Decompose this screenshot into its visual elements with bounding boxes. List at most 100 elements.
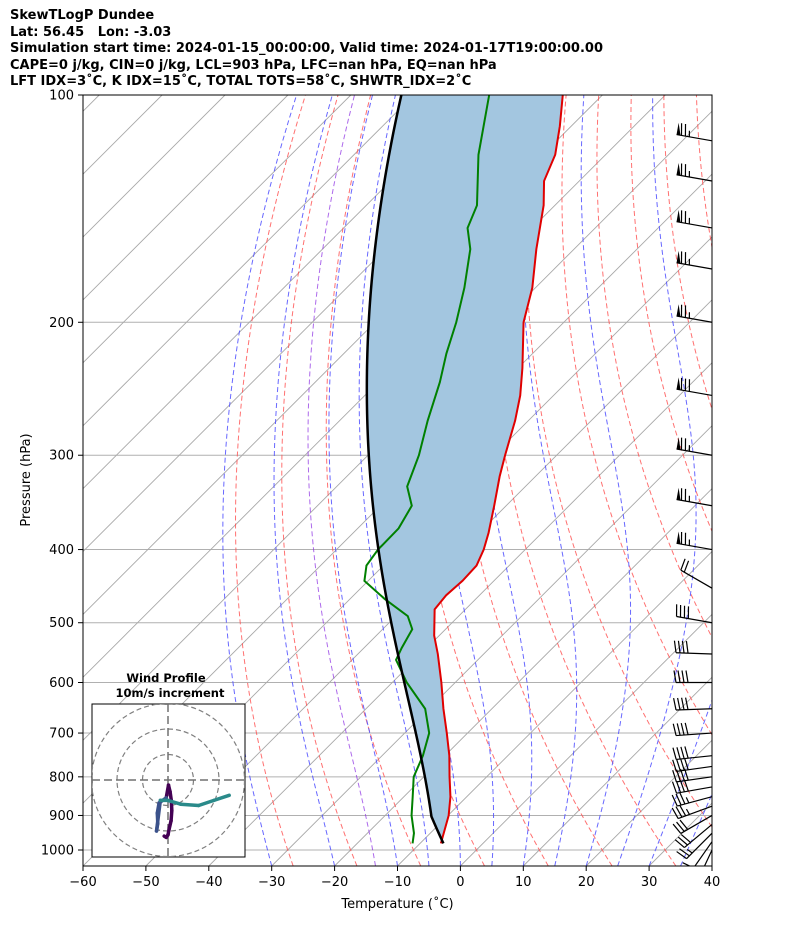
barb-shaft xyxy=(676,262,713,270)
hodograph-trace-segment xyxy=(154,798,163,833)
barb-shaft xyxy=(676,708,713,711)
barb-full xyxy=(685,697,689,710)
barb-full xyxy=(684,722,689,735)
y-tick-label: 200 xyxy=(49,316,74,331)
moist-adiabat-line xyxy=(680,792,712,866)
barb-full xyxy=(676,747,681,760)
isotherm-line xyxy=(83,95,226,238)
barb-full xyxy=(681,697,685,710)
chart-title: SkewTLogP Dundee xyxy=(10,8,155,23)
barb-full xyxy=(672,723,677,736)
moist-adiabat-line xyxy=(273,95,336,866)
barb-shaft xyxy=(676,221,713,229)
y-tick-label: 600 xyxy=(49,676,74,691)
isotherm-line xyxy=(460,613,712,866)
wind-barb xyxy=(674,823,713,849)
barb-shaft xyxy=(677,805,713,820)
barb-shaft xyxy=(680,814,713,834)
barb-full xyxy=(685,640,689,654)
barb-full xyxy=(673,670,677,683)
barb-half xyxy=(685,797,690,804)
barb-full xyxy=(676,821,685,832)
barb-shaft xyxy=(703,849,713,866)
wind-barb xyxy=(676,304,713,323)
dry-adiabat-line xyxy=(695,95,712,250)
wind-barb xyxy=(672,746,713,761)
barb-full xyxy=(680,865,682,866)
barb-full xyxy=(679,848,690,857)
barb-full xyxy=(676,851,687,860)
barb-full xyxy=(672,770,677,783)
hodograph-ring xyxy=(92,704,245,857)
isotherm-line xyxy=(711,865,712,866)
barb-shaft xyxy=(676,755,713,761)
dry-adiabat-line xyxy=(729,95,794,866)
barb-full xyxy=(684,757,689,770)
barb-full xyxy=(685,879,697,882)
wind-barb xyxy=(671,792,713,807)
isotherm-line xyxy=(334,487,712,866)
barb-flag xyxy=(676,162,681,176)
wind-barb xyxy=(676,487,713,507)
barb-shaft xyxy=(676,732,713,737)
barb-half xyxy=(686,848,693,854)
wind-barb xyxy=(676,377,713,397)
barb-full xyxy=(671,781,678,794)
barb-full xyxy=(680,723,685,736)
reference-adiabat-line xyxy=(307,95,376,866)
wind-barbs xyxy=(671,77,713,882)
barb-flag xyxy=(676,531,681,544)
isotherm-line xyxy=(83,95,352,364)
hodograph-plot xyxy=(92,704,245,857)
barb-full xyxy=(676,759,681,772)
isotherm-line xyxy=(648,802,712,866)
location-line: Lat: 56.45 Lon: -3.03 xyxy=(10,24,172,40)
dry-adiabat-line xyxy=(235,95,306,866)
barb-flag xyxy=(676,437,681,450)
barb-flag xyxy=(677,77,681,90)
barb-shaft xyxy=(676,652,713,655)
x-tick-label: 20 xyxy=(578,875,595,890)
x-tick-label: 30 xyxy=(641,875,658,890)
moist-adiabat-line xyxy=(617,95,697,866)
barb-full xyxy=(679,819,689,830)
hodograph-inset: Wind Profile 10m/s increment xyxy=(91,671,246,858)
barb-full xyxy=(680,758,685,771)
x-tick-label: −50 xyxy=(132,875,159,890)
moist-adiabat-line xyxy=(521,95,578,866)
barb-full xyxy=(671,807,679,819)
barb-shaft xyxy=(676,786,713,794)
barb-flag xyxy=(676,377,681,390)
y-tick-label: 800 xyxy=(49,770,74,785)
barb-flag xyxy=(676,304,681,317)
y-tick-label: 700 xyxy=(49,727,74,742)
wind-barb xyxy=(671,804,713,820)
chart-header: SkewTLogP Dundee Lat: 56.45 Lon: -3.03 S… xyxy=(10,8,790,91)
wind-barb xyxy=(672,814,713,834)
barb-full xyxy=(685,670,689,683)
wind-barb xyxy=(673,640,713,655)
wind-barb xyxy=(676,209,713,229)
barb-shaft xyxy=(676,615,713,624)
x-tick-label: −30 xyxy=(258,875,285,890)
barb-shaft xyxy=(676,448,713,456)
isotherm-line xyxy=(208,362,712,866)
barb-flag xyxy=(676,209,681,223)
barb-full xyxy=(674,839,685,849)
isotherm-line xyxy=(83,95,289,301)
barb-shaft xyxy=(676,174,713,182)
hodograph-subtitle: 10m/s increment xyxy=(116,686,225,700)
barb-full xyxy=(680,834,691,843)
barb-shaft xyxy=(676,388,713,397)
wind-barb xyxy=(676,250,713,270)
barb-full xyxy=(677,697,681,710)
y-tick-label: 900 xyxy=(49,809,74,824)
x-tick-label: −10 xyxy=(384,875,411,890)
x-tick-label: 40 xyxy=(704,875,721,890)
isotherm-line xyxy=(522,676,712,866)
wind-barb xyxy=(673,670,712,684)
barb-full xyxy=(679,804,687,817)
x-axis-label: Temperature (˚C) xyxy=(340,896,453,912)
barb-full xyxy=(672,823,682,834)
